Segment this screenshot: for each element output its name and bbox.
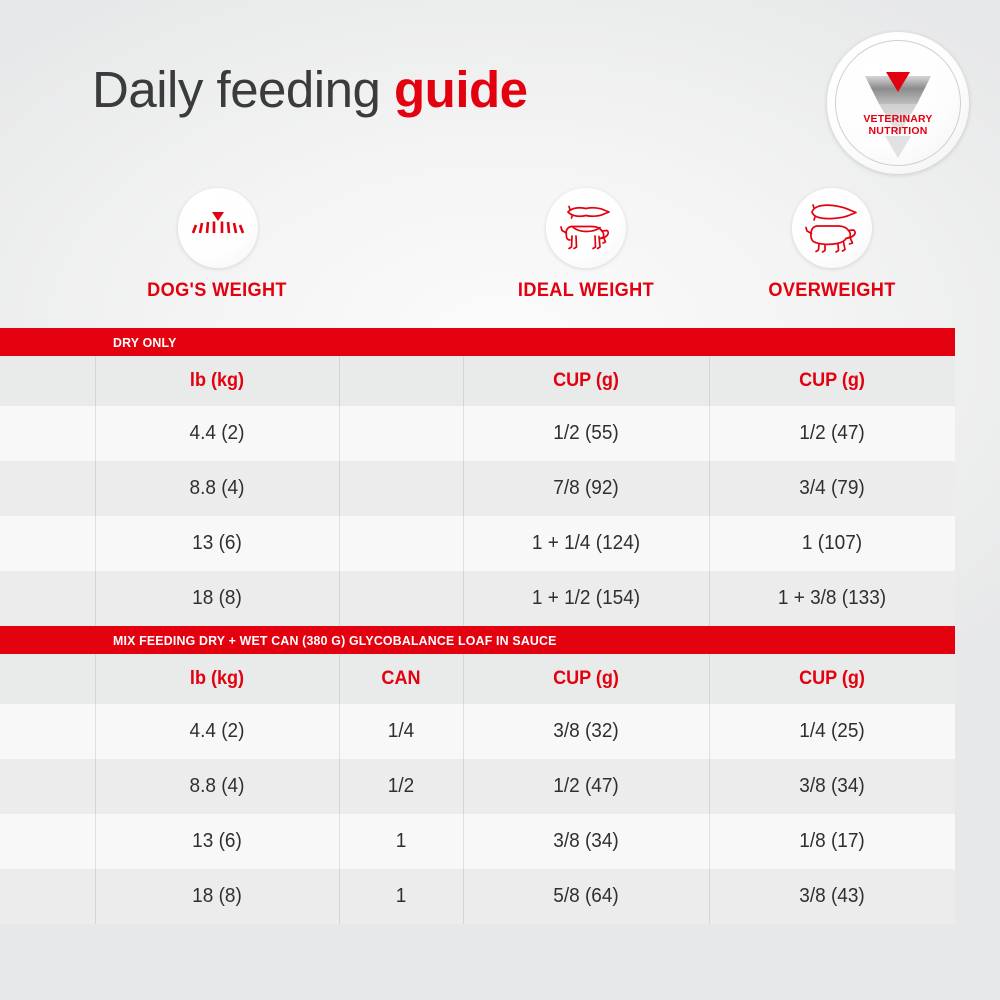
overweight-icon-disc [792, 188, 872, 268]
cell-dog-weight: 8.8 (4) [189, 775, 245, 797]
cell-ideal-amount: 3/8 (34) [553, 830, 619, 852]
header-cell-weight-unit: lb (kg) [189, 370, 245, 391]
table-row: 18 (8) 1 5/8 (64) 3/8 (43) [0, 869, 955, 924]
cell-can: 1 [395, 830, 407, 852]
weight-scale-icon [191, 212, 245, 234]
dogs-weight-icon-disc [178, 188, 258, 268]
cell-overweight-amount: 1/8 (17) [799, 830, 865, 852]
column-header-overweight: OVERWEIGHT [768, 279, 896, 301]
cell-ideal-amount: 7/8 (92) [553, 477, 619, 499]
cell-dog-weight: 13 (6) [192, 830, 242, 852]
header-cell-can: CAN [381, 668, 421, 689]
dog-ideal-body-condition-icon [560, 205, 610, 250]
table-header-row: lb (kg) CUP (g) CUP (g) [0, 356, 955, 406]
badge-ring [835, 40, 961, 166]
table-row: 8.8 (4) 7/8 (92) 3/4 (79) [0, 461, 955, 516]
cell-can: 1/4 [387, 720, 415, 742]
cell-overweight-amount: 1 + 3/8 (133) [777, 587, 887, 609]
cell-dog-weight: 4.4 (2) [189, 720, 245, 742]
page-title-bold: guide [394, 61, 528, 118]
badge-text: VETERINARY NUTRITION [827, 113, 969, 137]
cell-dog-weight: 18 (8) [192, 587, 242, 609]
cell-overweight-amount: 3/4 (79) [799, 477, 865, 499]
header-cell-weight-unit: lb (kg) [189, 668, 245, 689]
header-cell-ideal-cup: CUP (g) [553, 370, 619, 391]
veterinary-nutrition-badge: VETERINARY NUTRITION [827, 32, 969, 174]
cell-ideal-amount: 1 + 1/2 (154) [531, 587, 641, 609]
table-row: 13 (6) 1 + 1/4 (124) 1 (107) [0, 516, 955, 571]
table-row: 13 (6) 1 3/8 (34) 1/8 (17) [0, 814, 955, 869]
cell-ideal-amount: 1/2 (47) [553, 775, 619, 797]
column-header-dogs-weight: DOG'S WEIGHT [147, 279, 287, 301]
table-row: 18 (8) 1 + 1/2 (154) 1 + 3/8 (133) [0, 571, 955, 626]
cell-dog-weight: 13 (6) [192, 532, 242, 554]
page-title-light: Daily feeding [92, 61, 395, 118]
ideal-weight-icon-disc [546, 188, 626, 268]
table-row: 4.4 (2) 1/4 3/8 (32) 1/4 (25) [0, 704, 955, 759]
cell-dog-weight: 4.4 (2) [189, 422, 245, 444]
cell-overweight-amount: 1/4 (25) [799, 720, 865, 742]
badge-text-line1: VETERINARY [863, 113, 933, 125]
cell-overweight-amount: 1 (107) [801, 532, 863, 554]
cell-ideal-amount: 5/8 (64) [553, 885, 619, 907]
dog-overweight-body-condition-icon [805, 204, 857, 253]
royal-canin-v-mark-icon [865, 72, 931, 158]
header-cell-ideal-cup: CUP (g) [553, 668, 619, 689]
section-band-dry-only: DRY ONLY [0, 328, 955, 356]
section-band-label: MIX FEEDING DRY + WET CAN (380 G) GLYCOB… [113, 632, 557, 648]
page-title: Daily feeding guide [92, 64, 528, 115]
cell-ideal-amount: 1/2 (55) [553, 422, 619, 444]
section-band-label: DRY ONLY [113, 334, 177, 350]
cell-dog-weight: 18 (8) [192, 885, 242, 907]
cell-ideal-amount: 3/8 (32) [553, 720, 619, 742]
feeding-table: DRY ONLY lb (kg) CUP (g) CUP (g) 4.4 (2)… [0, 328, 955, 924]
cell-overweight-amount: 3/8 (34) [799, 775, 865, 797]
cell-can: 1 [395, 885, 407, 907]
header-cell-overweight-cup: CUP (g) [799, 370, 865, 391]
table-row: 8.8 (4) 1/2 1/2 (47) 3/8 (34) [0, 759, 955, 814]
column-header-ideal-weight: IDEAL WEIGHT [517, 279, 655, 301]
cell-ideal-amount: 1 + 1/4 (124) [531, 532, 641, 554]
section-band-mix-feeding: MIX FEEDING DRY + WET CAN (380 G) GLYCOB… [0, 626, 955, 654]
cell-overweight-amount: 1/2 (47) [799, 422, 865, 444]
table-row: 4.4 (2) 1/2 (55) 1/2 (47) [0, 406, 955, 461]
header-cell-overweight-cup: CUP (g) [799, 668, 865, 689]
cell-dog-weight: 8.8 (4) [189, 477, 245, 499]
cell-overweight-amount: 3/8 (43) [799, 885, 865, 907]
cell-can: 1/2 [387, 775, 415, 797]
table-header-row: lb (kg) CAN CUP (g) CUP (g) [0, 654, 955, 704]
badge-text-line2: NUTRITION [868, 124, 928, 137]
